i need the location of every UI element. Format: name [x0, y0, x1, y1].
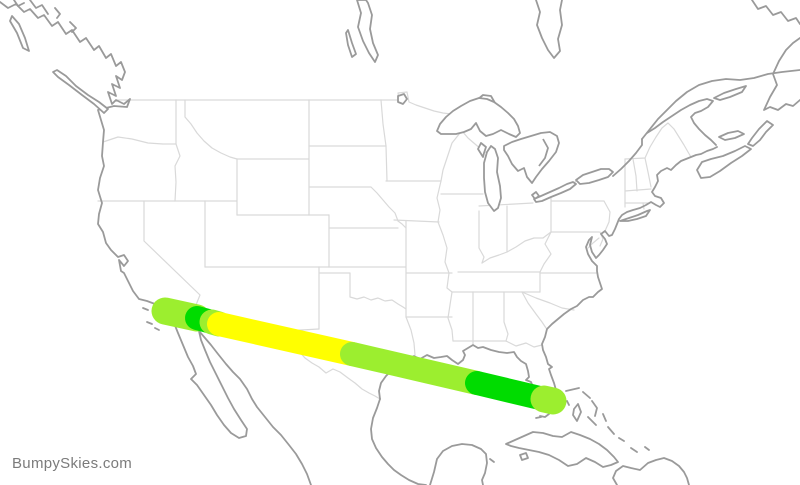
border-nc-sc — [521, 291, 575, 311]
st-lawrence-north-shore — [641, 69, 800, 140]
border-mn-wi — [440, 132, 461, 182]
isle-of-youth — [519, 452, 529, 461]
georgian-bay — [538, 138, 549, 167]
border-mt-id-divide — [184, 99, 238, 160]
lake-of-the-woods — [397, 93, 408, 105]
border-pa-ny-nj — [550, 200, 611, 232]
border-vt-nh — [632, 158, 638, 192]
green-bay — [477, 142, 487, 158]
route-segment-4-light — [340, 342, 489, 395]
watermark: BumpySkies.com — [12, 455, 133, 472]
border-nh-me — [644, 157, 652, 188]
newfoundland — [763, 37, 800, 111]
bahamas-islands — [565, 387, 650, 453]
border-tx-la — [405, 316, 416, 356]
lake-winnipeg — [356, 0, 379, 63]
border-ga-fl — [505, 340, 543, 348]
vancouver-island — [52, 69, 109, 114]
st-lawrence-river — [612, 138, 643, 177]
great-lakes — [436, 97, 614, 212]
lake-michigan — [483, 145, 502, 212]
border-wv-va — [539, 231, 552, 273]
gaspe-new-brunswick-coast — [646, 98, 717, 146]
flight-route — [151, 297, 567, 415]
channel-islands — [142, 307, 160, 331]
border-red-river — [380, 99, 388, 182]
labrador-coast — [751, 0, 800, 25]
hispaniola — [612, 457, 690, 485]
lake-erie — [533, 181, 577, 203]
mexico-gulf-coast — [370, 398, 427, 485]
alaska-panhandle-islands — [13, 0, 77, 33]
long-island — [619, 209, 651, 222]
border-mississippi-river — [436, 180, 454, 342]
cuba — [505, 431, 619, 468]
anticosti-island — [713, 85, 747, 101]
border-al-ga — [503, 291, 509, 342]
border-ma-north — [624, 188, 652, 192]
haida-gwaii — [9, 15, 30, 52]
lake-superior — [436, 97, 521, 138]
border-wa-or — [102, 136, 177, 145]
border-or-id — [174, 143, 181, 202]
border-ok-tx-red-river — [318, 272, 407, 310]
yucatan — [429, 443, 488, 485]
florida-keys — [535, 413, 550, 419]
border-minnesota-jog — [397, 91, 452, 115]
james-bay — [535, 0, 563, 59]
prince-edward-island — [718, 130, 745, 141]
cozumel — [489, 458, 495, 463]
lake-huron — [503, 131, 560, 184]
border-il-in — [478, 210, 485, 264]
border-us-canada-45th-maine — [624, 122, 692, 160]
border-mi-south — [478, 202, 534, 207]
cape-breton — [747, 120, 774, 147]
route-segment-6-light — [530, 385, 567, 415]
border-ga-sc — [521, 291, 547, 329]
border-ohio-river — [481, 231, 552, 264]
lake-manitoba — [345, 29, 357, 58]
route-segment-3-moderate — [207, 312, 364, 366]
border-mo-river-corner — [397, 220, 407, 229]
lake-ontario — [575, 168, 614, 185]
nova-scotia — [696, 145, 752, 179]
border-sd-ne — [308, 186, 399, 222]
border-ia-mo — [393, 219, 440, 223]
gulf-atlantic-coast — [378, 146, 718, 414]
pacific-coast-baja-mexico — [0, 1, 312, 485]
